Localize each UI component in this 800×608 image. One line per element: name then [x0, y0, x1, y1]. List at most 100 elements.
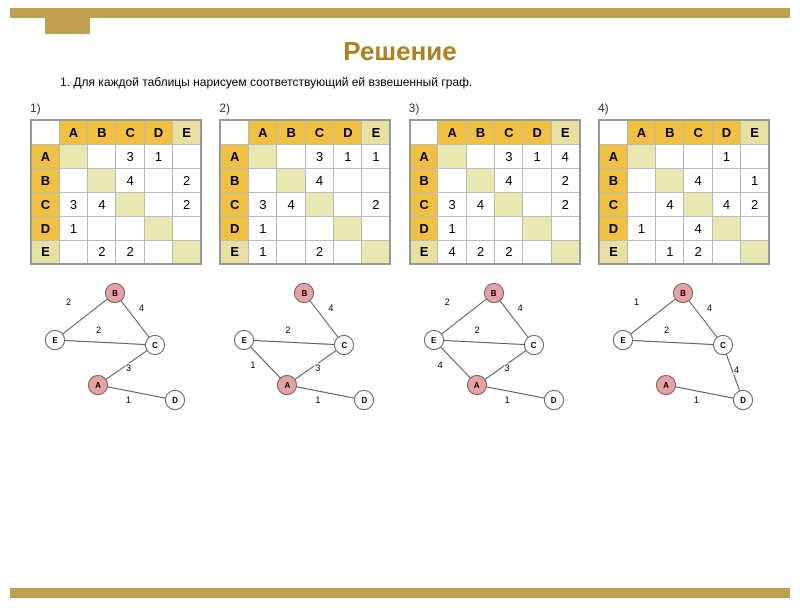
graph-diagram: 242431BCEAD: [409, 275, 581, 425]
matrix-cell: 3: [59, 192, 87, 216]
matrix-cell: [551, 216, 579, 240]
matrix-cell: 3: [305, 144, 333, 168]
matrix-cell: [144, 216, 172, 240]
matrix-cell: 4: [466, 192, 494, 216]
accent-square: [45, 8, 90, 34]
matrix-cell: [362, 240, 390, 264]
matrix-cell: [362, 168, 390, 192]
edge-weight: 1: [125, 395, 132, 405]
matrix-cell: [334, 216, 362, 240]
matrix-cell: 3: [116, 144, 144, 168]
matrix-cell: [277, 240, 305, 264]
col-header: D: [144, 120, 172, 144]
col-header: D: [334, 120, 362, 144]
matrix-cell: [551, 240, 579, 264]
matrix-cell: 2: [116, 240, 144, 264]
graph-node-a: A: [656, 375, 676, 395]
col-header: B: [88, 120, 116, 144]
matrix-cell: 2: [466, 240, 494, 264]
edge-weight: 4: [327, 303, 334, 313]
matrix-cell: [523, 216, 551, 240]
panel-label: 1): [30, 101, 202, 115]
graph-node-e: E: [424, 330, 444, 350]
matrix-cell: [277, 168, 305, 192]
edge-weight: 4: [706, 303, 713, 313]
matrix-cell: [523, 240, 551, 264]
matrix-cell: [438, 144, 466, 168]
matrix-cell: [249, 144, 277, 168]
matrix-cell: [684, 192, 712, 216]
panel-label: 3): [409, 101, 581, 115]
instruction-text: 1. Для каждой таблицы нарисуем соответст…: [60, 75, 800, 89]
edge-weight: 3: [314, 363, 321, 373]
matrix-cell: [173, 216, 201, 240]
graph-node-b: B: [484, 283, 504, 303]
matrix-cell: [741, 216, 769, 240]
edge-weight: 3: [504, 363, 511, 373]
row-header: D: [410, 216, 438, 240]
row-header: E: [220, 240, 248, 264]
top-accent-bar: [10, 8, 790, 18]
edge-weight: 3: [125, 363, 132, 373]
matrix-cell: [88, 216, 116, 240]
graph-node-c: C: [145, 335, 165, 355]
row-header: D: [220, 216, 248, 240]
panel-label: 2): [219, 101, 391, 115]
edge-weight: 2: [95, 325, 102, 335]
row-header: B: [599, 168, 627, 192]
edge-weight: 4: [138, 303, 145, 313]
row-header: E: [599, 240, 627, 264]
matrix-cell: [523, 192, 551, 216]
matrix-cell: 1: [362, 144, 390, 168]
matrix-cell: 4: [712, 192, 740, 216]
matrix-cell: 2: [551, 168, 579, 192]
matrix-cell: 2: [305, 240, 333, 264]
edge-weight: 2: [474, 325, 481, 335]
matrix-cell: 2: [495, 240, 523, 264]
edge-weight: 1: [249, 360, 256, 370]
col-header: C: [116, 120, 144, 144]
edge-weight: 1: [504, 395, 511, 405]
edge-weight: 2: [444, 297, 451, 307]
graph-node-c: C: [524, 335, 544, 355]
panel-2: 2)ABCDEA311B4C342D1E1242131BCEAD: [219, 101, 391, 425]
matrix-cell: [438, 168, 466, 192]
col-header: B: [466, 120, 494, 144]
matrix-cell: 1: [334, 144, 362, 168]
graph-node-d: D: [165, 390, 185, 410]
matrix-cell: [144, 240, 172, 264]
matrix-cell: 4: [116, 168, 144, 192]
matrix-cell: [173, 240, 201, 264]
matrix-cell: [305, 216, 333, 240]
row-header: A: [31, 144, 59, 168]
matrix-cell: [144, 168, 172, 192]
row-header: D: [31, 216, 59, 240]
matrix-cell: [523, 168, 551, 192]
adjacency-table: ABCDEA311B4C342D1E12: [219, 119, 391, 265]
edge-weight: 1: [314, 395, 321, 405]
row-header: C: [220, 192, 248, 216]
matrix-cell: 2: [173, 192, 201, 216]
edge-weight: 2: [284, 325, 291, 335]
matrix-cell: 1: [627, 216, 655, 240]
col-header: C: [495, 120, 523, 144]
matrix-cell: [305, 192, 333, 216]
adjacency-table: ABCDEA31B42C342D1E22: [30, 119, 202, 265]
matrix-cell: 1: [249, 240, 277, 264]
graph-node-a: A: [88, 375, 108, 395]
matrix-cell: [466, 144, 494, 168]
matrix-cell: [362, 216, 390, 240]
graph-diagram: 42131BCEAD: [219, 275, 391, 425]
matrix-cell: [334, 192, 362, 216]
matrix-cell: [59, 240, 87, 264]
col-header: D: [712, 120, 740, 144]
row-header: C: [31, 192, 59, 216]
panels-container: 1)ABCDEA31B42C342D1E2224231BCEAD2)ABCDEA…: [0, 101, 800, 425]
col-header: C: [305, 120, 333, 144]
panel-label: 4): [598, 101, 770, 115]
col-header: A: [59, 120, 87, 144]
col-header: C: [684, 120, 712, 144]
matrix-cell: [277, 216, 305, 240]
matrix-cell: [627, 144, 655, 168]
matrix-cell: [712, 168, 740, 192]
